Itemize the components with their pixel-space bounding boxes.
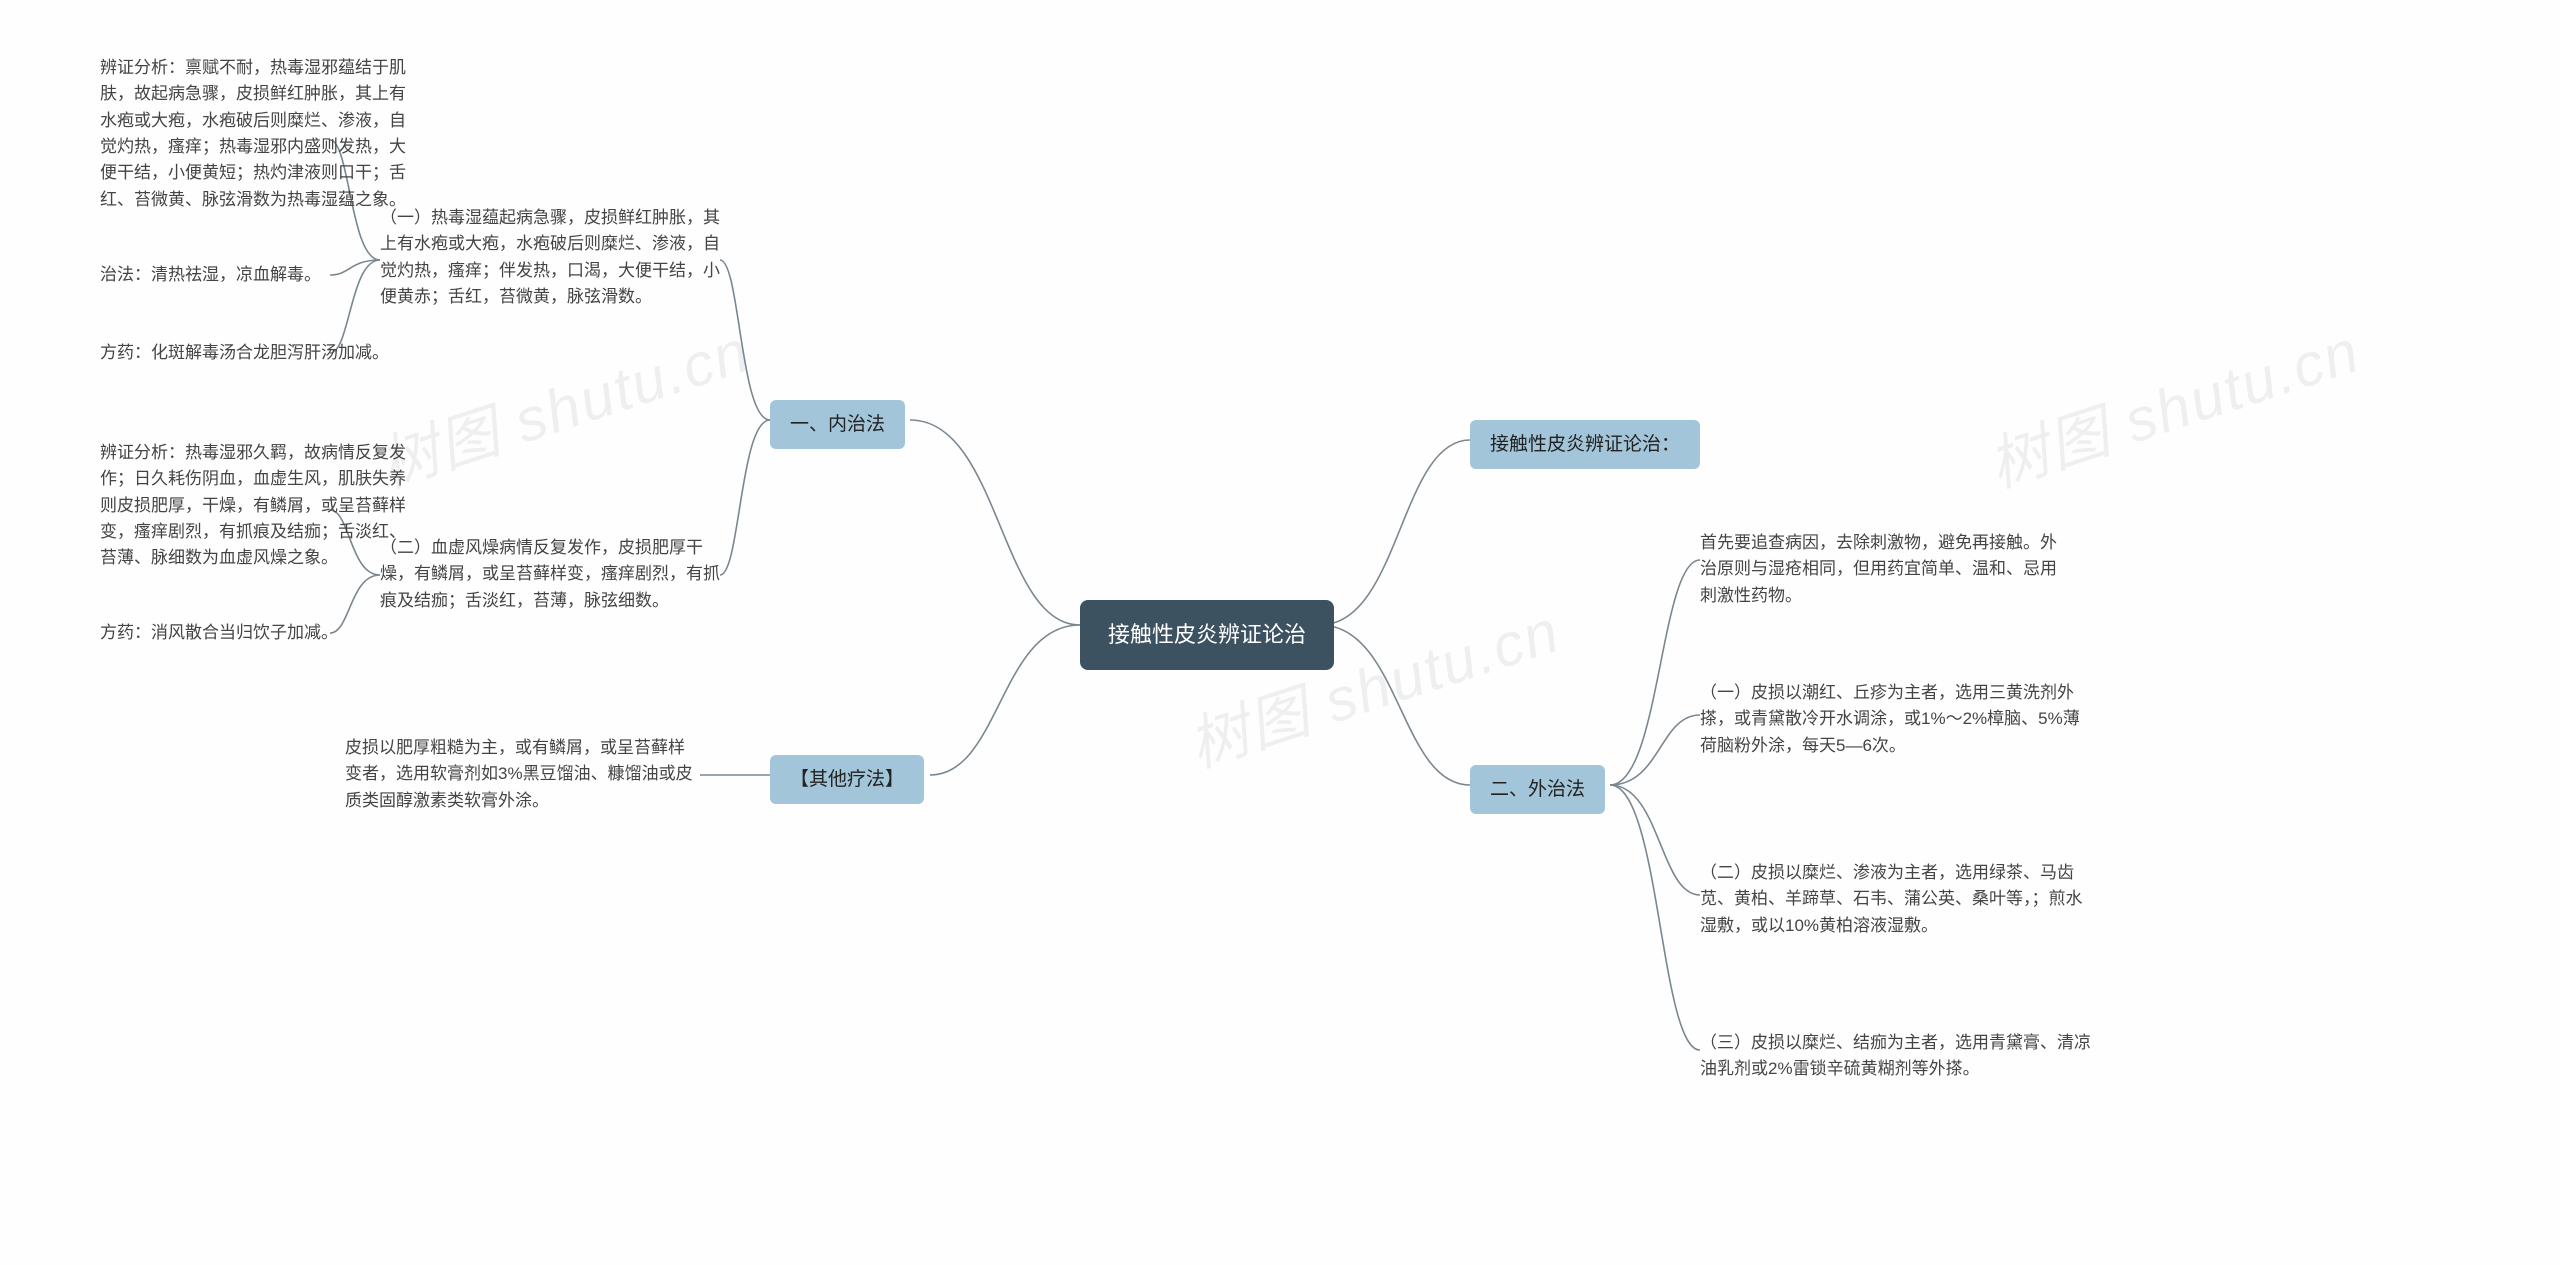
branch-right-intro[interactable]: 接触性皮炎辨证论治： xyxy=(1470,420,1700,469)
leaf-external-principle: 首先要追查病因，去除刺激物，避免再接触。外治原则与湿疮相同，但用药宜简单、温和、… xyxy=(1700,530,2070,609)
branch-internal-treatment[interactable]: 一、内治法 xyxy=(770,400,905,449)
leaf-pattern-1-formula: 方药：化斑解毒汤合龙胆泻肝汤加减。 xyxy=(100,340,389,366)
leaf-external-3: （三）皮损以糜烂、结痂为主者，选用青黛膏、清凉油乳剂或2%雷锁辛硫黄糊剂等外搽。 xyxy=(1700,1030,2100,1083)
leaf-pattern-2: （二）血虚风燥病情反复发作，皮损肥厚干燥，有鳞屑，或呈苔藓样变，瘙痒剧烈，有抓痕… xyxy=(380,535,730,614)
leaf-external-2: （二）皮损以糜烂、渗液为主者，选用绿茶、马齿苋、黄柏、羊蹄草、石韦、蒲公英、桑叶… xyxy=(1700,860,2090,939)
watermark: 树图 shutu.cn xyxy=(1976,303,2370,505)
branch-external-treatment[interactable]: 二、外治法 xyxy=(1470,765,1605,814)
leaf-pattern-2-analysis: 辨证分析：热毒湿邪久羁，故病情反复发作；日久耗伤阴血，血虚生风，肌肤失养则皮损肥… xyxy=(100,440,410,572)
watermark: 树图 shutu.cn xyxy=(366,303,760,505)
leaf-external-1: （一）皮损以潮红、丘疹为主者，选用三黄洗剂外搽，或青黛散冷开水调涂，或1%～2%… xyxy=(1700,680,2090,759)
leaf-pattern-1: （一）热毒湿蕴起病急骤，皮损鲜红肿胀，其上有水疱或大疱，水疱破后则糜烂、渗液，自… xyxy=(380,205,730,310)
leaf-other-therapy: 皮损以肥厚粗糙为主，或有鳞屑，或呈苔藓样变者，选用软膏剂如3%黑豆馏油、糠馏油或… xyxy=(345,735,700,814)
branch-other-therapy[interactable]: 【其他疗法】 xyxy=(770,755,924,804)
leaf-pattern-1-analysis: 辨证分析：禀赋不耐，热毒湿邪蕴结于肌肤，故起病急骤，皮损鲜红肿胀，其上有水疱或大… xyxy=(100,55,410,213)
leaf-pattern-2-formula: 方药：消风散合当归饮子加减。 xyxy=(100,620,338,646)
root-node[interactable]: 接触性皮炎辨证论治 xyxy=(1080,600,1334,670)
leaf-pattern-1-method: 治法：清热祛湿，凉血解毒。 xyxy=(100,262,321,288)
